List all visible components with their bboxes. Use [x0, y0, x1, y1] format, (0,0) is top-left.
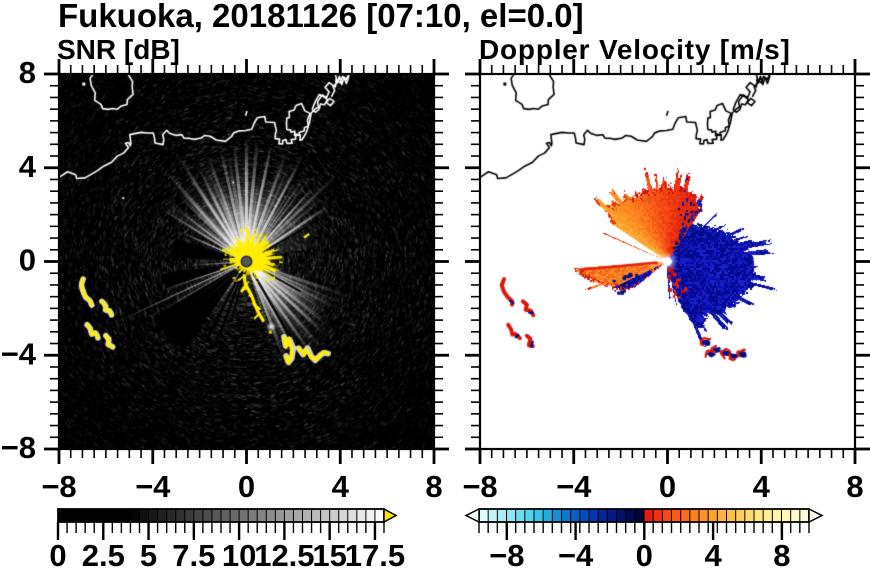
svg-text:4: 4	[19, 149, 37, 184]
svg-text:10: 10	[222, 538, 256, 570]
svg-text:−4: −4	[556, 469, 592, 504]
svg-text:−4: −4	[135, 469, 171, 504]
svg-text:−4: −4	[1, 336, 37, 371]
svg-text:2.5: 2.5	[82, 538, 125, 570]
svg-text:12.5: 12.5	[254, 538, 314, 570]
svg-text:15: 15	[312, 538, 346, 570]
svg-text:7.5: 7.5	[172, 538, 215, 570]
svg-text:0: 0	[19, 243, 36, 278]
svg-text:4: 4	[753, 469, 771, 504]
svg-text:−8: −8	[489, 538, 524, 570]
svg-text:−8: −8	[41, 469, 76, 504]
svg-text:0: 0	[636, 538, 653, 570]
svg-text:−8: −8	[462, 469, 497, 504]
svg-text:8: 8	[846, 469, 863, 504]
svg-text:17.5: 17.5	[345, 538, 405, 570]
svg-text:0: 0	[659, 469, 676, 504]
svg-text:8: 8	[425, 469, 442, 504]
svg-text:5: 5	[140, 538, 157, 570]
svg-text:8: 8	[19, 55, 36, 90]
svg-text:−8: −8	[1, 430, 36, 465]
svg-text:4: 4	[332, 469, 350, 504]
svg-text:0: 0	[49, 538, 66, 570]
svg-text:−4: −4	[558, 538, 594, 570]
svg-text:0: 0	[238, 469, 255, 504]
svg-text:4: 4	[704, 538, 722, 570]
svg-text:8: 8	[773, 538, 790, 570]
